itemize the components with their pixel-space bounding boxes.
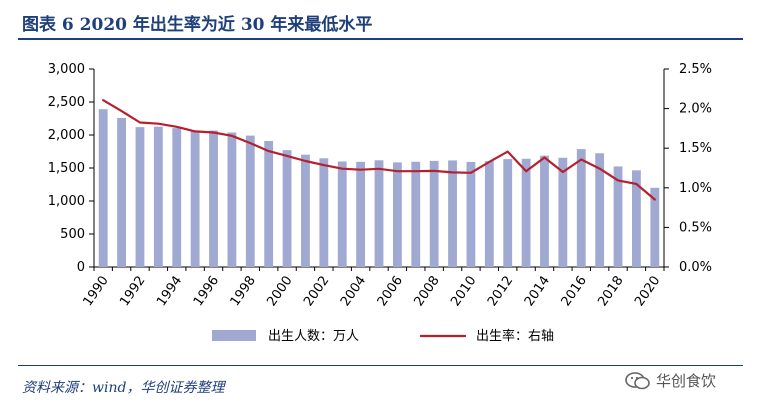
bar xyxy=(227,132,237,267)
bar xyxy=(484,161,494,267)
bar xyxy=(319,158,329,267)
legend-line-label: 出生率：右轴 xyxy=(476,328,554,344)
bar xyxy=(576,149,586,267)
x-tick-label: 2018 xyxy=(595,273,626,309)
bar xyxy=(337,161,347,267)
bar xyxy=(448,160,457,267)
bar xyxy=(466,161,476,267)
figure-title: 图表 6 2020 年出生率为近 30 年来最低水平 xyxy=(22,15,373,35)
left-y-tick-label: 2,000 xyxy=(48,128,85,143)
source-divider xyxy=(18,365,743,366)
right-y-tick-label: 2.5% xyxy=(679,62,712,77)
line-series xyxy=(102,99,656,201)
bar xyxy=(264,141,274,267)
right-y-tick-label: 2.0% xyxy=(679,102,712,117)
x-tick-label: 2000 xyxy=(264,273,295,309)
bar xyxy=(595,153,605,267)
bar xyxy=(650,187,660,267)
bar xyxy=(429,160,439,267)
watermark: 华创食饮 xyxy=(624,370,716,391)
bar xyxy=(282,150,292,267)
legend-bar-label: 出生人数：万人 xyxy=(268,329,359,344)
bar xyxy=(135,127,145,267)
title-divider xyxy=(18,38,743,40)
right-y-tick-label: 1.5% xyxy=(679,141,712,156)
bar xyxy=(374,160,384,267)
source-note: 资料来源：wind，华创证券整理 xyxy=(22,380,225,396)
bar xyxy=(356,161,366,267)
bar xyxy=(392,162,402,267)
left-y-tick-label: 1,500 xyxy=(48,161,85,176)
x-tick-label: 1996 xyxy=(191,273,222,309)
x-tick-label: 2006 xyxy=(375,273,406,309)
right-y-tick-label: 0.0% xyxy=(679,260,712,275)
x-tick-label: 2008 xyxy=(411,273,442,309)
bar xyxy=(209,130,218,267)
chart-legend: 出生人数：万人 出生率：右轴 xyxy=(212,328,554,344)
watermark-text: 华创食饮 xyxy=(656,372,717,390)
x-tick-label: 1994 xyxy=(154,273,185,309)
bar xyxy=(558,157,568,267)
bar xyxy=(411,161,421,267)
bar xyxy=(301,154,310,267)
left-y-tick-label: 0 xyxy=(77,260,85,275)
bar xyxy=(172,128,182,267)
bar xyxy=(117,117,126,267)
bar xyxy=(153,126,163,268)
bar xyxy=(613,166,623,267)
bar xyxy=(503,159,513,267)
right-y-tick-label: 0.5% xyxy=(679,220,712,235)
right-y-tick-label: 1.0% xyxy=(679,181,712,196)
bar xyxy=(245,135,255,267)
wechat-icon xyxy=(625,371,650,389)
bar xyxy=(98,109,108,267)
legend-bar-swatch xyxy=(212,330,256,341)
left-y-tick-label: 500 xyxy=(60,227,85,242)
left-y-tick-label: 1,000 xyxy=(48,194,85,209)
left-y-tick-label: 2,500 xyxy=(48,95,85,110)
x-tick-label: 1990 xyxy=(81,273,112,309)
birth-rate-line xyxy=(102,99,656,201)
x-tick-label: 2020 xyxy=(632,273,663,309)
x-tick-label: 1998 xyxy=(228,273,259,309)
x-tick-label: 2014 xyxy=(522,273,553,309)
bar-series xyxy=(98,109,660,268)
x-tick-label: 2012 xyxy=(485,273,516,309)
x-tick-label: 1992 xyxy=(117,273,148,309)
bar xyxy=(190,130,200,267)
bar xyxy=(521,158,531,267)
bar xyxy=(632,170,641,267)
bar xyxy=(540,155,549,267)
x-tick-label: 2002 xyxy=(301,273,332,309)
x-tick-label: 2016 xyxy=(559,273,590,309)
x-tick-label: 2004 xyxy=(338,273,369,309)
left-y-tick-label: 3,000 xyxy=(48,62,85,77)
x-tick-label: 2010 xyxy=(448,273,479,309)
